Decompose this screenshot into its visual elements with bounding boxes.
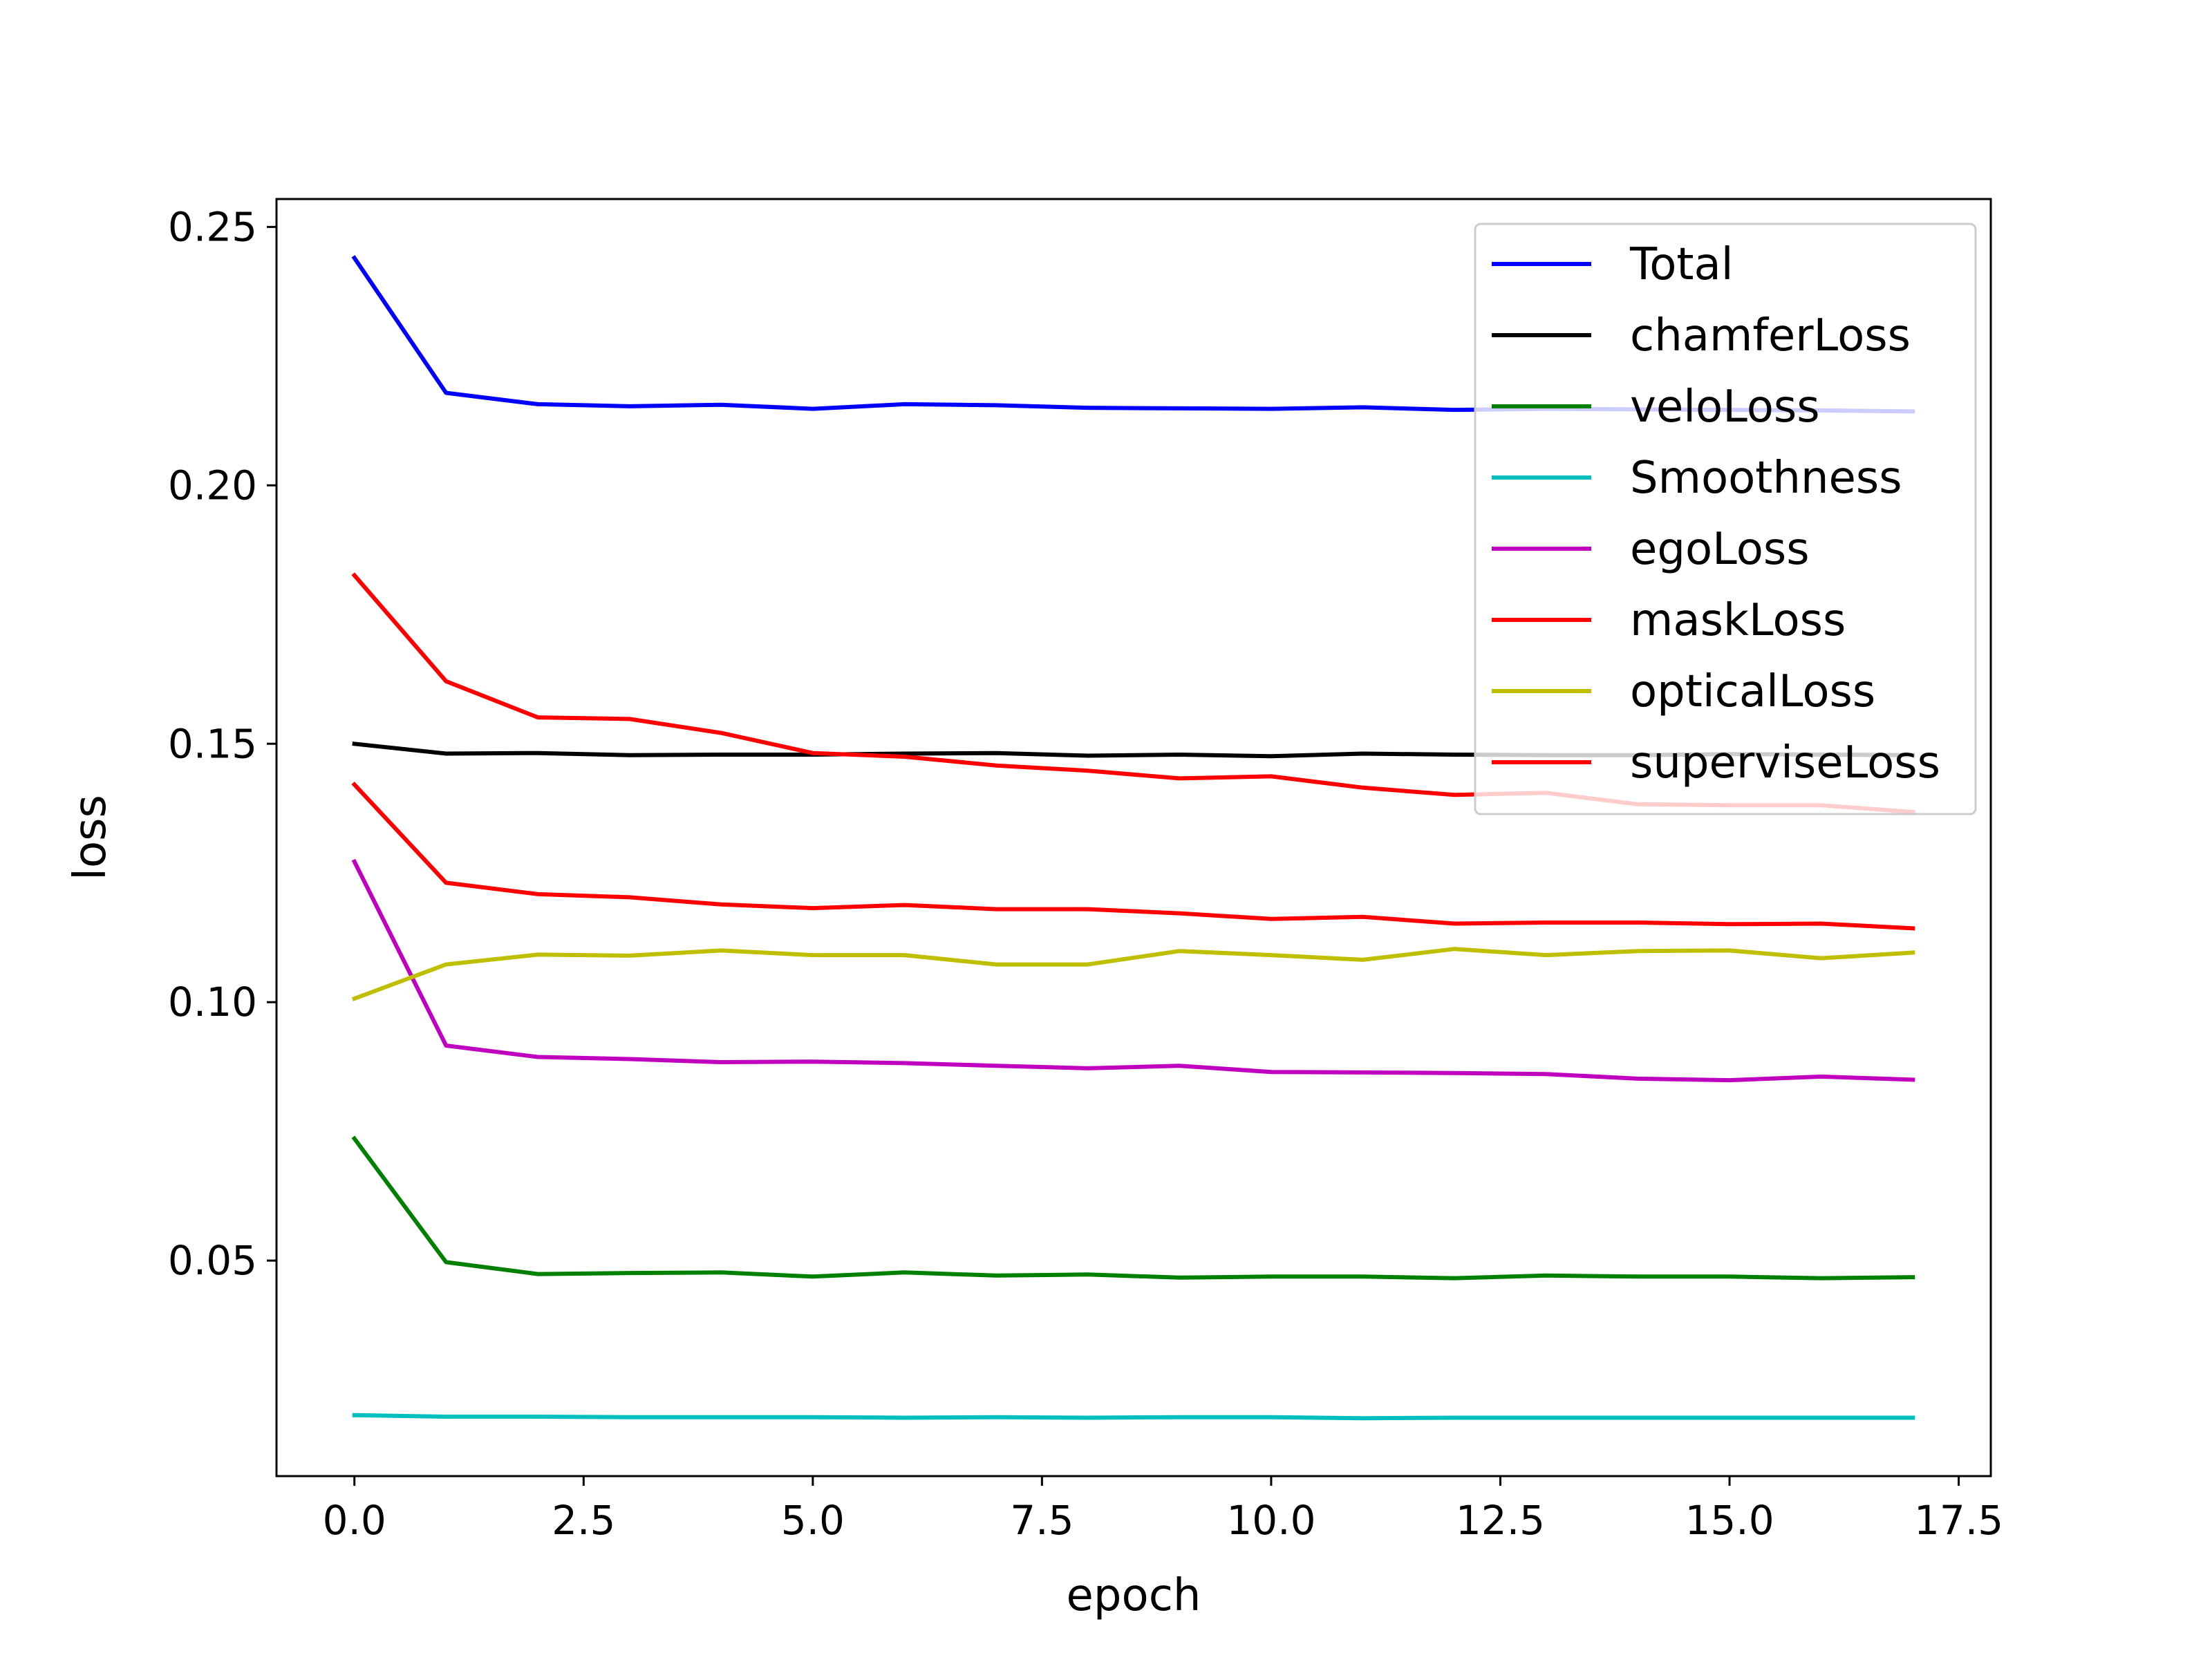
x-tick-label: 5.0 <box>781 1497 845 1544</box>
y-tick-label: 0.10 <box>168 979 257 1026</box>
x-tick-label: 15.0 <box>1685 1497 1774 1544</box>
x-tick-label: 0.0 <box>323 1497 386 1544</box>
x-tick-label: 2.5 <box>552 1497 615 1544</box>
y-tick-label: 0.15 <box>168 720 257 767</box>
x-tick-label: 17.5 <box>1914 1497 2003 1544</box>
plot-area-frame <box>275 198 1992 1477</box>
series-line-veloLoss <box>351 1135 1915 1281</box>
x-tick-label: 7.5 <box>1010 1497 1074 1544</box>
series-line-egoLoss <box>351 858 1915 1083</box>
legend-label-opticalLoss: opticalLoss <box>1630 666 1875 717</box>
legend-label-egoLoss: egoLoss <box>1630 524 1810 575</box>
x-tick-label: 12.5 <box>1456 1497 1545 1544</box>
y-axis-label: loss <box>65 795 116 880</box>
y-axis: 0.05 0.10 0.15 0.20 0.25 <box>168 203 276 1284</box>
legend: Total chamferLoss veloLoss Smoothness egoLos… <box>1474 223 1977 815</box>
y-tick-label: 0.25 <box>168 203 257 250</box>
legend-label-maskLoss: maskLoss <box>1630 595 1846 646</box>
x-axis-label: epoch <box>1067 1570 1201 1621</box>
legend-label-Smoothness: Smoothness <box>1630 453 1902 504</box>
x-axis: 0.0 2.5 5.0 7.5 10.0 12.5 15.0 17.5 <box>323 1476 2003 1544</box>
legend-label-veloLoss: veloLoss <box>1630 381 1820 433</box>
y-tick-label: 0.20 <box>168 462 257 509</box>
legend-label-Total: Total <box>1629 239 1733 290</box>
series-line-Smoothness <box>352 1413 1915 1421</box>
legend-label-chamferLoss: chamferLoss <box>1630 310 1911 361</box>
series-line-opticalLoss <box>351 947 1915 1001</box>
y-tick-label: 0.05 <box>168 1237 257 1284</box>
legend-box <box>1474 223 1977 815</box>
series-line-superviseLoss <box>351 782 1915 931</box>
x-tick-label: 10.0 <box>1226 1497 1315 1544</box>
legend-label-superviseLoss: superviseLoss <box>1630 737 1940 788</box>
